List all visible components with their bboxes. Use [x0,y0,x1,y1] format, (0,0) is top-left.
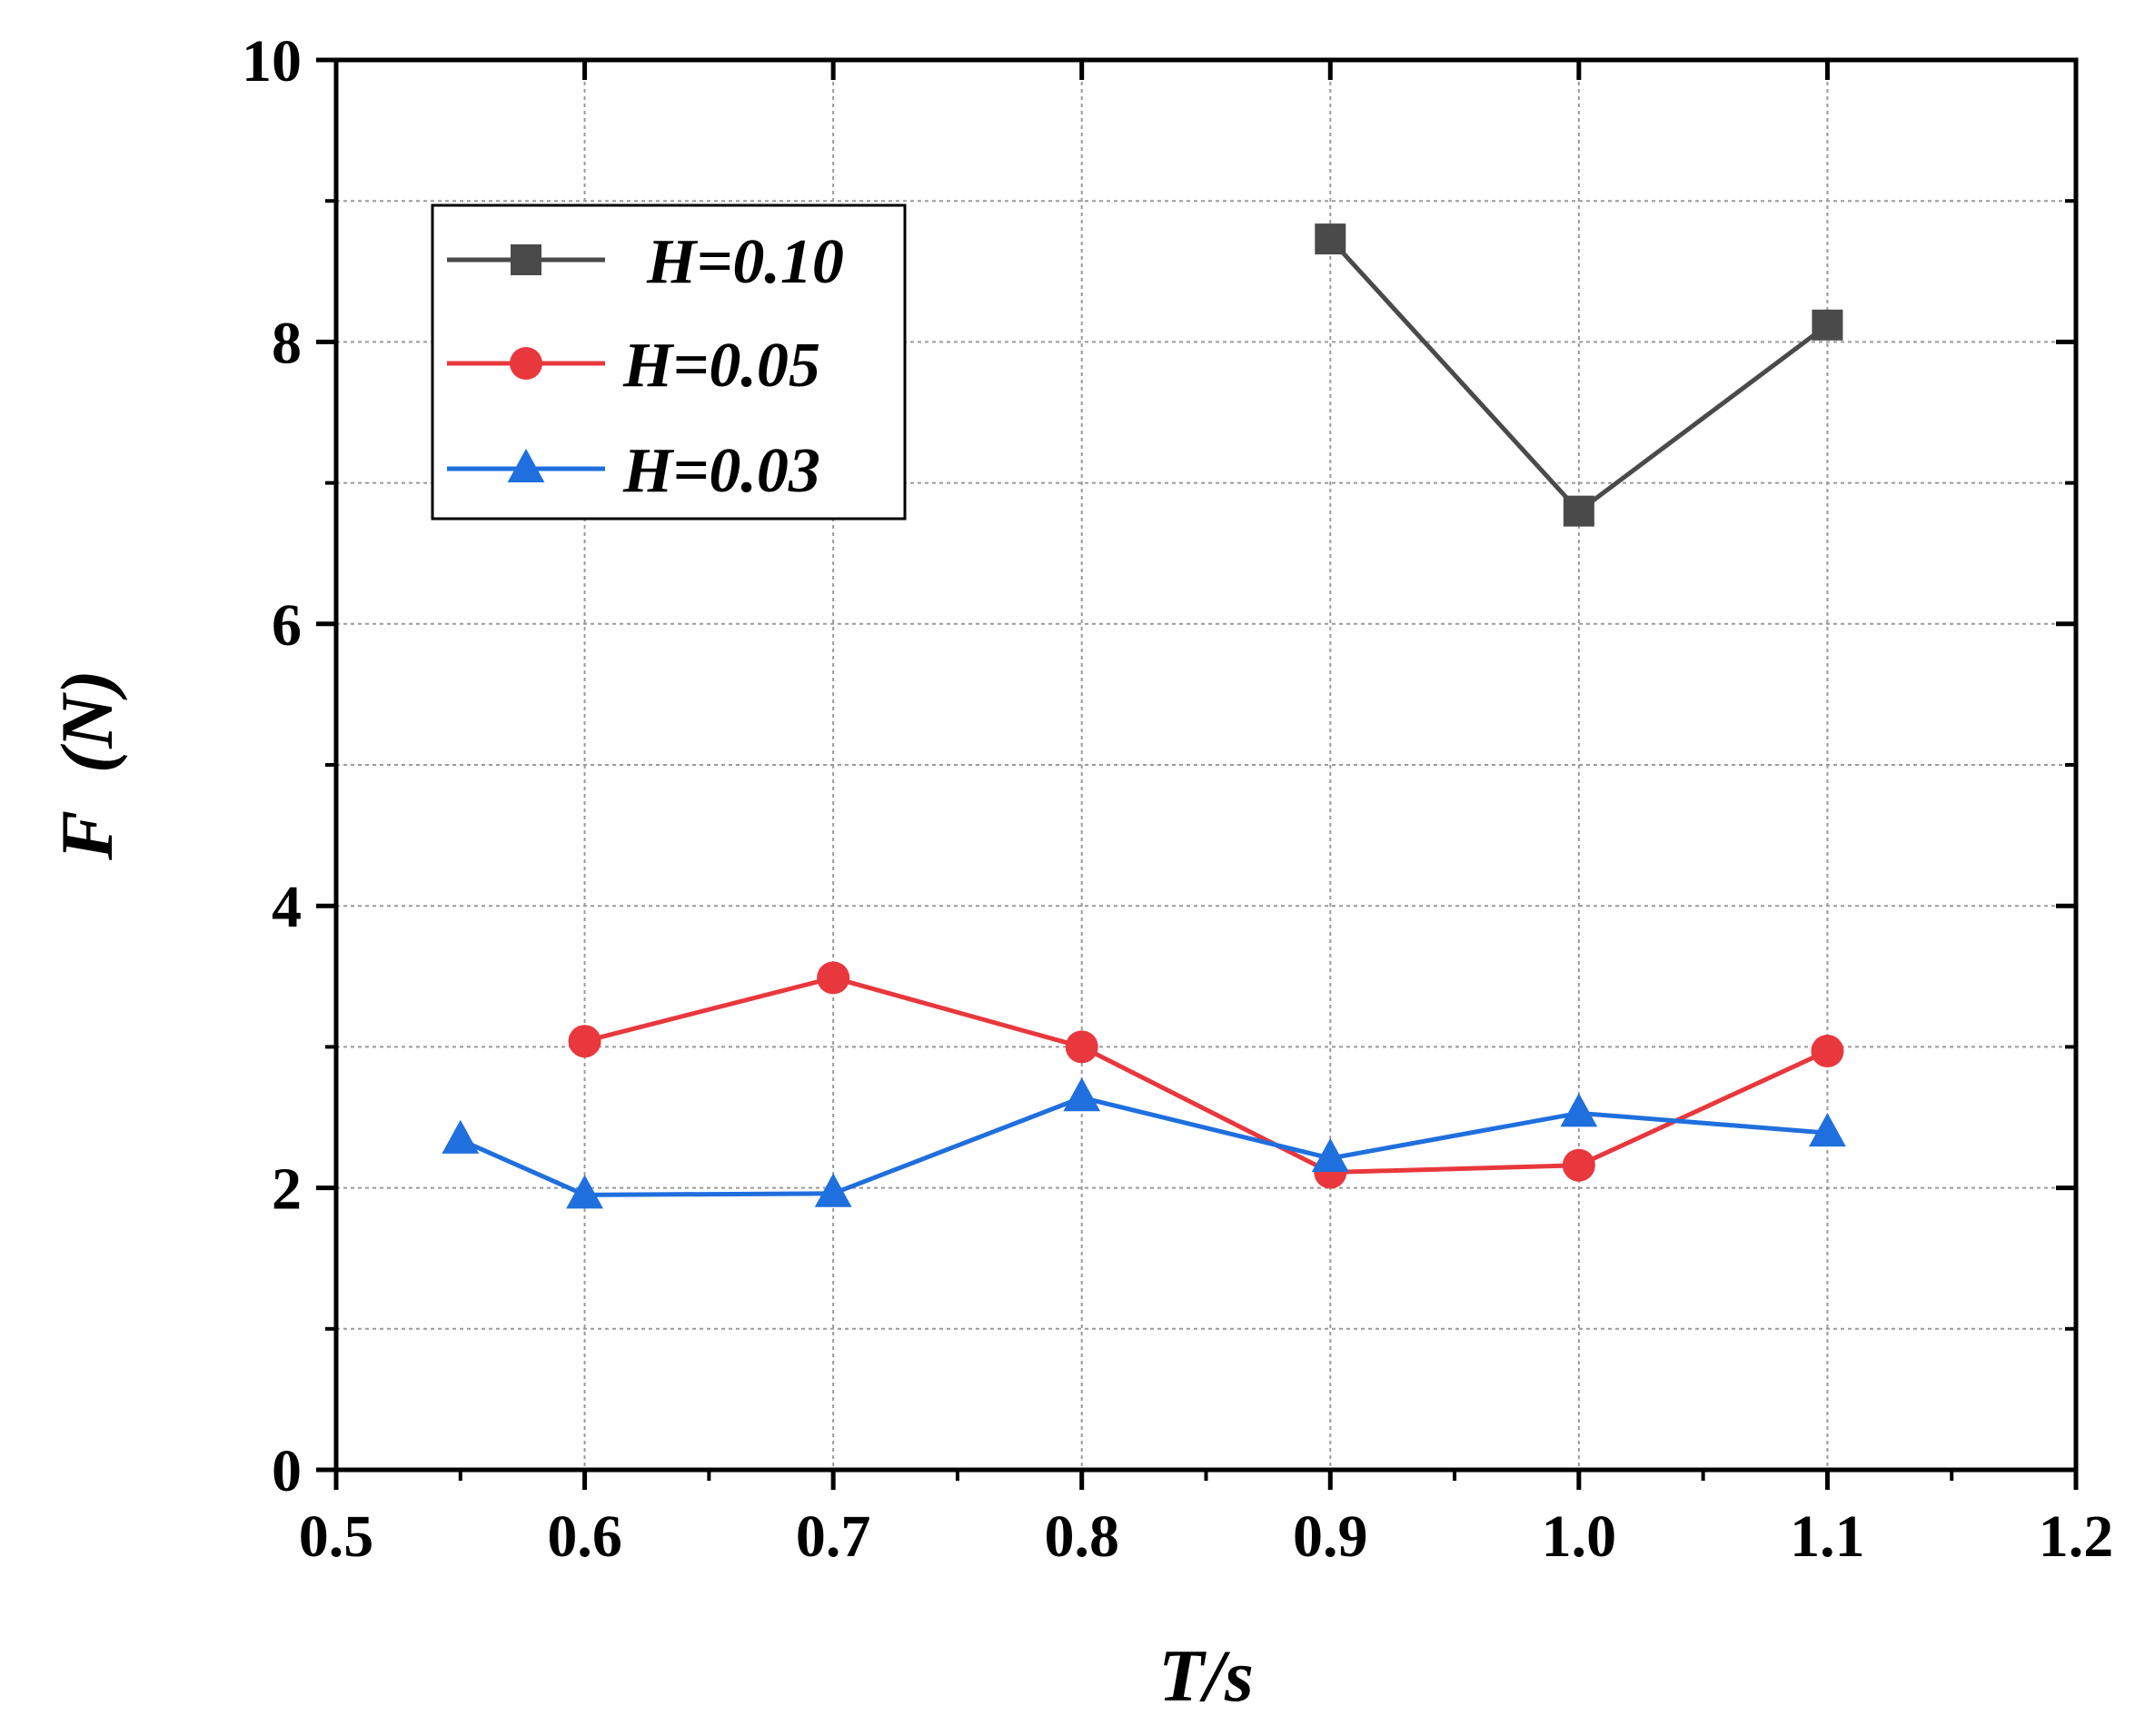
data-point [1811,1035,1844,1068]
x-tick-label: 0.9 [1293,1503,1368,1570]
data-point [442,1119,480,1154]
legend-label: H=0.05 [622,331,820,401]
x-tick-label: 0.7 [796,1503,871,1570]
data-point [1311,1137,1349,1173]
y-tick-label: 8 [272,310,302,376]
legend-label: H=0.10 [646,227,844,297]
legend-label: H=0.03 [622,436,820,506]
tick-labels: 0.5 0.6 0.7 0.8 0.9 1.0 1.1 1.2 0 2 4 6 8 10 [242,28,2113,1570]
x-tick-label: 0.6 [547,1503,622,1570]
y-tick-label: 2 [272,1156,302,1223]
data-point [814,1173,852,1207]
x-tick-label: 1.1 [1790,1503,1865,1570]
y-axis-title: F (N) [45,670,128,861]
series-triangle [442,1077,1846,1209]
series-circle [568,961,1844,1189]
legend-marker [507,448,545,482]
series-square [1315,223,1843,527]
x-tick-label: 0.5 [299,1503,374,1570]
series-line [583,975,1829,1176]
data-point [568,1025,601,1058]
data-point [1809,1112,1846,1147]
legend-entry: H=0.03 [447,436,820,506]
y-tick-label: 0 [272,1438,302,1504]
data-point [1065,1030,1098,1064]
legend-entry: H=0.10 [447,227,844,297]
legend-marker [511,244,541,275]
data-point [1562,1148,1595,1182]
data-point [1563,495,1594,527]
grid [336,60,2076,1470]
y-tick-label: 4 [272,874,302,940]
series-group [442,223,1846,1209]
plot-frame [333,57,2079,1473]
y-tick-label: 10 [242,28,302,94]
data-point [817,961,850,995]
legend-marker [510,347,542,380]
x-tick-label: 0.8 [1044,1503,1119,1570]
data-point [1812,309,1843,341]
x-tick-label: 1.0 [1542,1503,1617,1570]
data-point [1560,1093,1598,1127]
legend-entry: H=0.05 [447,331,820,401]
data-point [566,1175,603,1209]
legend: H=0.10 H=0.05 H=0.03 [431,203,907,521]
data-point [1063,1077,1101,1112]
data-point [1315,223,1346,255]
y-tick-label: 6 [272,592,302,659]
x-tick-label: 1.2 [2039,1503,2114,1570]
x-axis-title: T/s [1158,1634,1254,1717]
